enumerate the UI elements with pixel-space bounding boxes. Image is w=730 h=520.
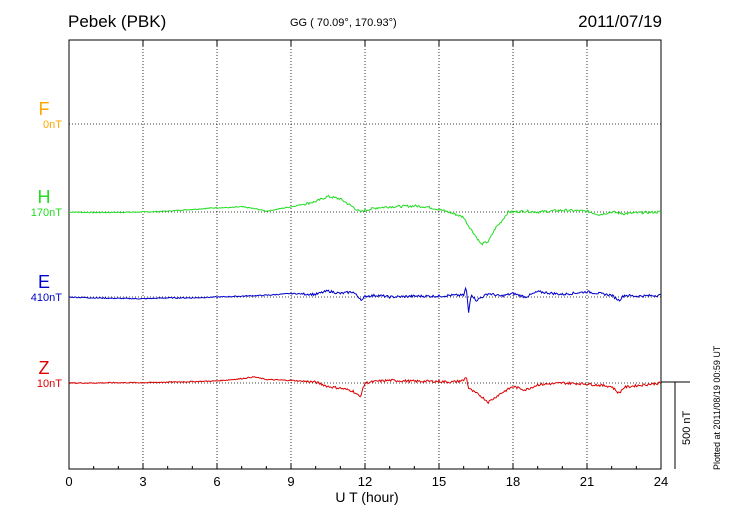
x-tick-label: 6 xyxy=(213,474,220,489)
x-axis-label: U T (hour) xyxy=(335,489,398,505)
grid-lines xyxy=(69,40,661,469)
component-label-z: Z xyxy=(39,358,50,378)
x-tick-label: 9 xyxy=(287,474,294,489)
x-tick-label: 3 xyxy=(139,474,146,489)
component-baseline-z: 10nT xyxy=(37,378,62,390)
component-label-e: E xyxy=(38,272,50,292)
component-label-f: F xyxy=(39,99,50,119)
x-tick-label: 18 xyxy=(506,474,520,489)
station-title: Pebek (PBK) xyxy=(68,12,167,31)
series-line-z xyxy=(68,376,662,405)
x-tick-label: 15 xyxy=(432,474,446,489)
scale-bar-label: 500 nT xyxy=(681,410,693,445)
component-baseline-f: 0nT xyxy=(43,119,62,131)
component-baseline-e: 410nT xyxy=(31,292,62,304)
scale-bar: 500 nT xyxy=(661,381,693,469)
x-axis: 0 3 6 9 12 15 18 21 24 xyxy=(65,40,668,489)
x-tick-label: 12 xyxy=(358,474,372,489)
x-tick-label: 24 xyxy=(654,474,668,489)
x-tick-label: 21 xyxy=(580,474,594,489)
series-lines xyxy=(68,194,662,405)
component-label-h: H xyxy=(38,187,51,207)
series-line-h xyxy=(69,194,662,246)
x-tick-label: 0 xyxy=(65,474,72,489)
plot-date: 2011/07/19 xyxy=(578,12,662,31)
component-baseline-h: 170nT xyxy=(31,207,62,219)
geographic-coordinates: GG ( 70.09°, 170.93°) xyxy=(290,17,397,29)
plot-frame xyxy=(68,39,662,470)
series-line-e xyxy=(68,286,662,313)
